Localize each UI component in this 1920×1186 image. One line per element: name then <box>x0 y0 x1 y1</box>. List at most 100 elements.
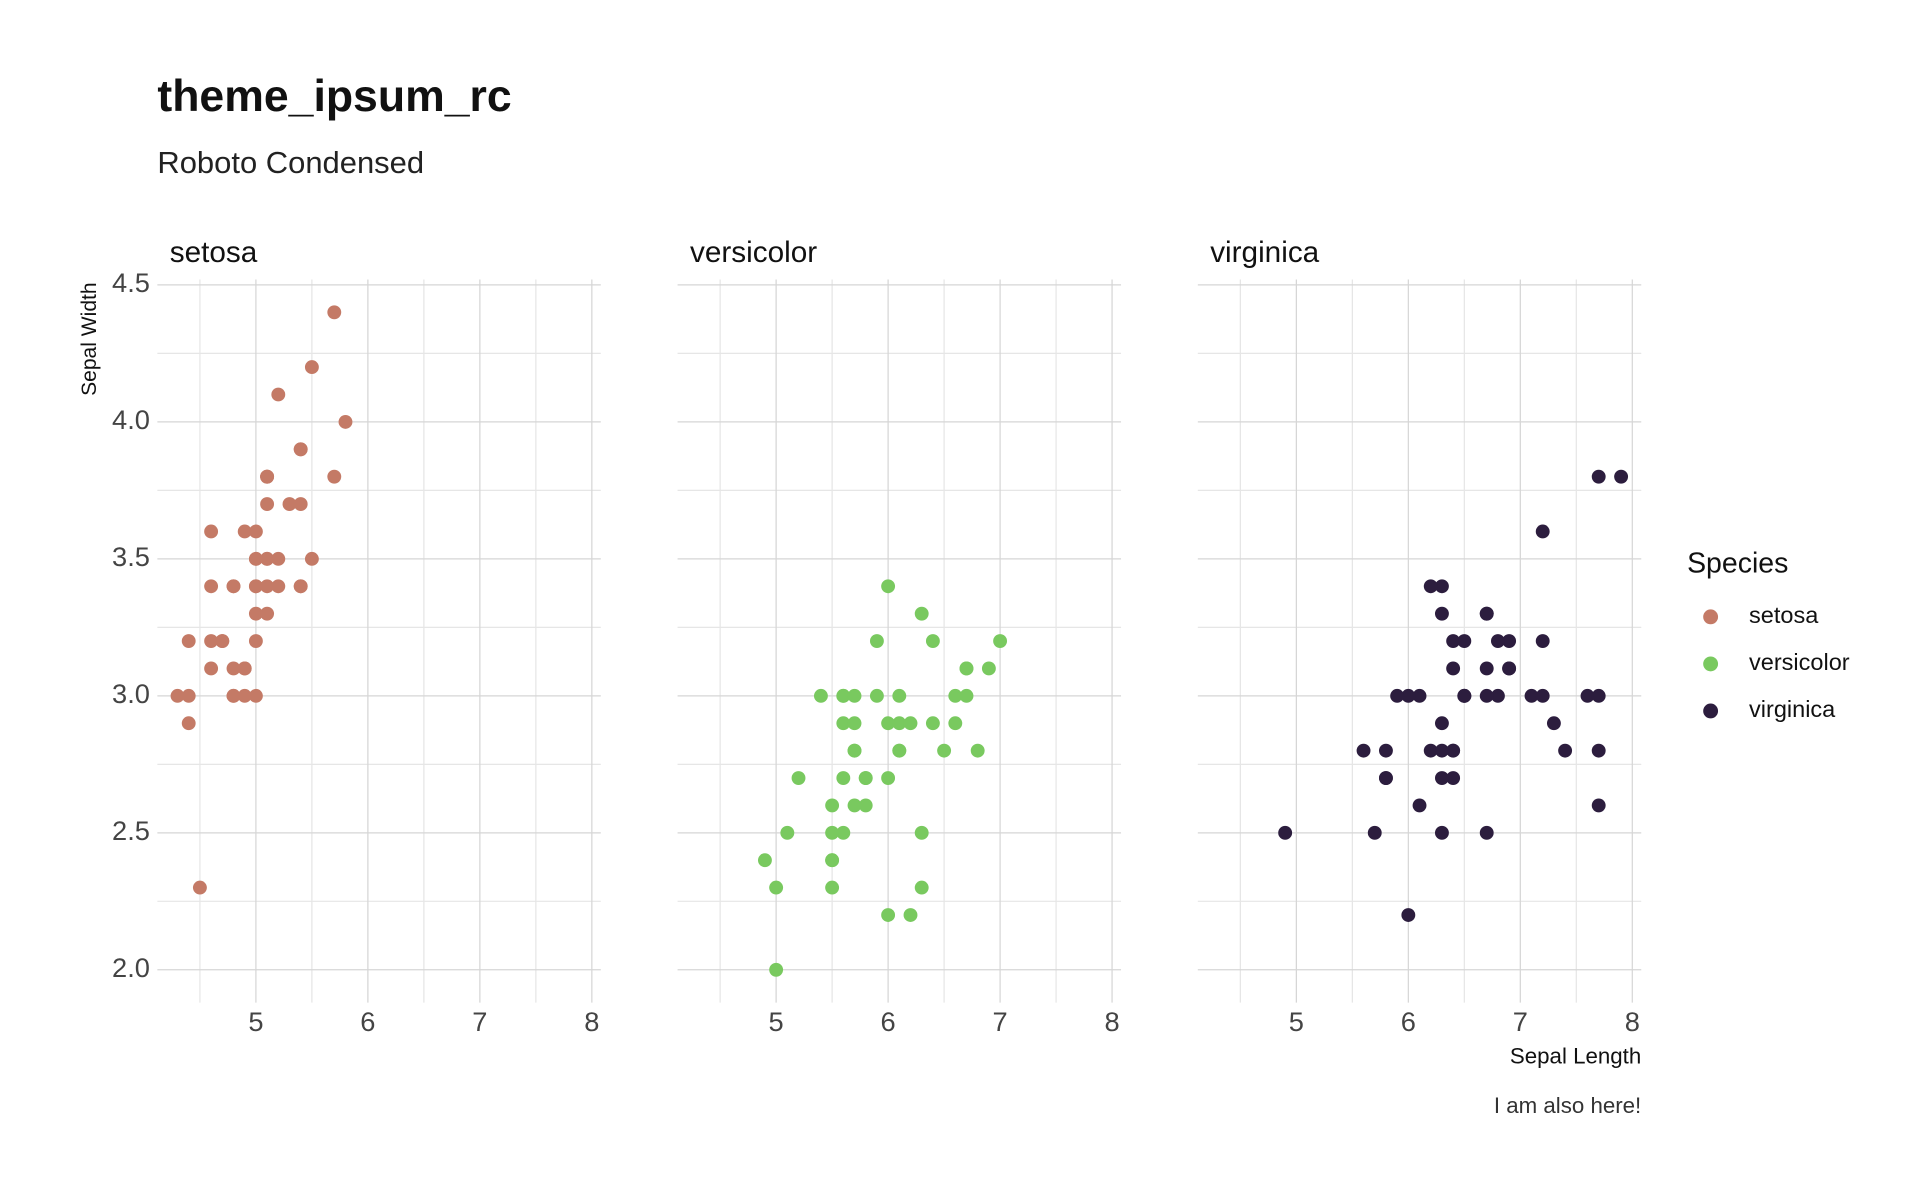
point <box>293 579 308 594</box>
point <box>847 688 862 703</box>
point <box>1446 634 1461 648</box>
point <box>1278 825 1293 840</box>
point <box>260 606 275 621</box>
point <box>260 551 275 566</box>
point <box>892 743 907 758</box>
point <box>959 661 974 676</box>
x-tick-label: 6 <box>1401 1006 1416 1037</box>
point <box>237 524 252 539</box>
point <box>293 442 308 457</box>
point <box>869 688 884 703</box>
point <box>1591 688 1606 703</box>
point <box>993 634 1008 648</box>
point <box>903 716 918 731</box>
point <box>271 551 286 566</box>
point <box>1434 825 1449 840</box>
point <box>914 606 929 621</box>
point <box>937 743 952 758</box>
y-tick-label: 4.5 <box>112 267 150 298</box>
point <box>1457 634 1472 648</box>
chart-subtitle: Roboto Condensed <box>157 145 424 180</box>
point <box>903 908 918 922</box>
point <box>881 771 896 785</box>
legend-label: virginica <box>1749 696 1836 722</box>
point <box>1524 688 1539 703</box>
point <box>204 661 219 676</box>
point <box>825 853 840 868</box>
x-tick-label: 8 <box>1625 1006 1640 1037</box>
x-tick-label: 7 <box>993 1006 1008 1037</box>
point <box>825 880 840 895</box>
y-tick-label: 4.0 <box>112 404 150 435</box>
point <box>948 688 963 703</box>
point <box>1591 743 1606 758</box>
point <box>791 771 806 785</box>
point <box>1412 688 1427 703</box>
point <box>204 634 219 648</box>
x-tick-label: 7 <box>472 1006 487 1037</box>
x-tick-label: 8 <box>584 1006 599 1037</box>
point <box>1434 579 1449 594</box>
y-tick-label: 2.5 <box>112 815 150 846</box>
point <box>248 551 263 566</box>
point <box>881 579 896 594</box>
point <box>237 688 252 703</box>
point <box>1535 524 1550 539</box>
point <box>204 579 219 594</box>
point <box>260 469 275 484</box>
point <box>1490 634 1505 648</box>
point <box>1434 716 1449 731</box>
point <box>858 771 873 785</box>
point <box>248 579 263 594</box>
point <box>1434 771 1449 785</box>
point <box>914 880 929 895</box>
point <box>825 825 840 840</box>
point <box>1379 771 1393 785</box>
point <box>1479 688 1494 703</box>
point <box>1367 825 1382 840</box>
y-tick-label: 2.0 <box>112 952 150 983</box>
legend-marker <box>1703 656 1719 672</box>
point <box>836 688 851 703</box>
y-axis-label: Sepal Width <box>78 282 101 395</box>
point <box>327 469 342 484</box>
point <box>204 524 219 539</box>
y-tick-label: 3.0 <box>112 678 150 709</box>
chart-title: theme_ipsum_rc <box>157 72 511 121</box>
point <box>1502 661 1517 676</box>
point <box>1558 743 1573 758</box>
x-tick-label: 7 <box>1513 1006 1528 1037</box>
legend-marker <box>1703 703 1719 719</box>
point <box>970 743 985 758</box>
point <box>192 880 207 895</box>
point <box>847 716 862 731</box>
point <box>1356 743 1371 758</box>
point <box>338 414 353 429</box>
point <box>1434 743 1449 758</box>
point <box>170 688 185 703</box>
point <box>1479 825 1494 840</box>
point <box>948 716 963 731</box>
point <box>282 497 297 512</box>
point <box>271 387 286 402</box>
point <box>215 634 230 648</box>
point <box>959 688 974 703</box>
point <box>1446 743 1461 758</box>
point <box>836 825 851 840</box>
point <box>327 305 342 320</box>
point <box>925 716 940 731</box>
point <box>1446 771 1461 785</box>
point <box>858 798 873 813</box>
point <box>1423 579 1438 594</box>
point <box>260 579 275 594</box>
point <box>1591 798 1606 813</box>
point <box>1614 469 1629 484</box>
legend-marker <box>1703 609 1719 625</box>
point <box>304 551 319 566</box>
point <box>981 661 996 676</box>
point <box>825 798 840 813</box>
point <box>248 524 263 539</box>
point <box>836 771 851 785</box>
legend-label: versicolor <box>1749 649 1850 675</box>
